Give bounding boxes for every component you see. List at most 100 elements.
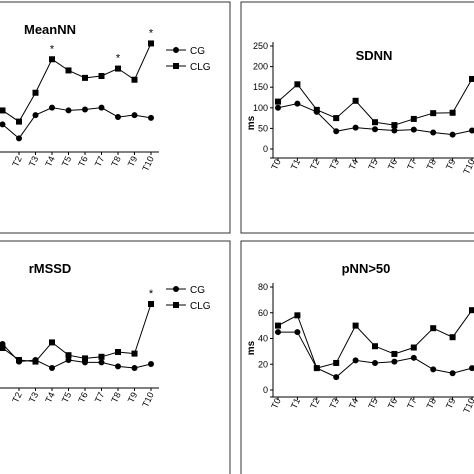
data-point-cg xyxy=(449,131,456,138)
x-tick-label-rmssd: T9 xyxy=(126,391,140,405)
x-tick-label-rmssd: T10 xyxy=(140,391,156,409)
legend-label-clg: CLG xyxy=(190,301,211,312)
data-point-cg xyxy=(49,365,55,371)
legend-label-clg: CLG xyxy=(190,62,211,73)
data-point-cg xyxy=(131,365,138,371)
legend-label-cg: CG xyxy=(190,46,205,57)
series-line-clg xyxy=(277,309,473,369)
data-point-cg xyxy=(32,112,39,119)
data-point-clg xyxy=(49,56,55,63)
data-point-clg xyxy=(294,81,301,88)
x-tick-label-meannn: T8 xyxy=(109,155,123,169)
data-point-cg xyxy=(294,100,301,107)
data-point-clg xyxy=(65,67,72,74)
data-point-cg xyxy=(98,359,105,366)
data-point-clg xyxy=(16,357,22,363)
y-tick-label-sdnn: 100 xyxy=(253,103,268,113)
x-tick-label-pnn50: T8 xyxy=(425,397,439,411)
x-tick-label-pnn50: T2 xyxy=(308,397,322,411)
chart-title-meannn: MeanNN xyxy=(24,22,76,37)
x-tick-label-sdnn: T9 xyxy=(444,158,458,172)
x-tick-label-sdnn: T2 xyxy=(308,158,322,172)
data-point-clg xyxy=(115,65,121,72)
y-tick-label-sdnn: 200 xyxy=(253,62,268,72)
data-point-cg xyxy=(148,361,154,367)
data-point-cg xyxy=(98,104,105,111)
data-point-cg xyxy=(352,357,359,364)
y-tick-label-pnn50: 0 xyxy=(263,385,268,395)
x-tick-label-sdnn: T4 xyxy=(347,158,361,172)
data-point-cg xyxy=(333,128,340,135)
data-point-clg xyxy=(430,325,437,332)
plot-rmssd: T2 T3 T4 T5 T6 T7 T8 T9 T10 * xyxy=(0,288,159,409)
x-tick-label-sdnn: T10 xyxy=(461,158,474,176)
data-point-clg xyxy=(148,40,154,47)
x-tick-label-meannn: T7 xyxy=(93,155,107,169)
significance-marker: * xyxy=(149,288,154,300)
y-tick-label-pnn50: 20 xyxy=(258,359,268,369)
x-tick-label-pnn50: T5 xyxy=(366,397,380,411)
y-tick-label-sdnn: 150 xyxy=(253,82,268,92)
x-tick-label-sdnn: T3 xyxy=(328,158,342,172)
data-point-cg xyxy=(410,126,417,133)
data-point-clg xyxy=(294,312,301,319)
legend-circle-icon xyxy=(173,286,179,292)
data-point-clg xyxy=(410,115,417,122)
y-axis-label-sdnn: ms xyxy=(246,115,257,130)
panel-frame-rmssd xyxy=(0,240,231,474)
legend-meannn: CG CLG xyxy=(166,46,211,73)
plot-meannn: T2 T3 T4 T5 T6 T7 T8 T9 T10 * * * xyxy=(0,27,159,173)
data-point-cg xyxy=(275,104,281,111)
data-point-clg xyxy=(469,307,474,314)
data-point-clg xyxy=(313,365,320,372)
x-tick-label-pnn50: T4 xyxy=(347,397,361,411)
data-point-cg xyxy=(294,329,301,336)
data-point-cg xyxy=(82,106,88,113)
significance-marker: * xyxy=(116,53,121,65)
y-tick-label-pnn50: 60 xyxy=(258,308,268,318)
x-tick-label-rmssd: T3 xyxy=(27,391,41,405)
data-point-clg xyxy=(115,349,121,355)
x-tick-label-meannn: T6 xyxy=(76,155,90,169)
x-tick-label-meannn: T10 xyxy=(140,155,156,173)
chart-title-sdnn: SDNN xyxy=(356,48,393,63)
data-point-clg xyxy=(98,353,105,360)
legend-square-icon xyxy=(173,63,179,69)
x-tick-label-rmssd: T4 xyxy=(43,391,57,405)
data-point-cg xyxy=(372,359,378,366)
data-point-cg xyxy=(391,127,398,134)
data-point-clg xyxy=(313,106,320,113)
legend-square-icon xyxy=(173,302,179,308)
data-point-cg xyxy=(449,370,456,377)
plot-sdnn: 0 50 100 150 200 250 T0 T1 T2 T3 T4 T5 T6 T7 T8 T9 T10 xyxy=(253,41,474,176)
data-point-clg xyxy=(98,73,105,80)
chart-title-rmssd: rMSSD xyxy=(29,261,72,276)
data-point-clg xyxy=(65,352,72,359)
series-line-cg xyxy=(2,343,152,369)
x-tick-label-pnn50: T0 xyxy=(269,397,283,411)
data-point-cg xyxy=(391,358,398,365)
x-tick-label-meannn: T9 xyxy=(126,155,140,169)
x-tick-label-pnn50: T9 xyxy=(444,397,458,411)
data-point-clg xyxy=(32,89,39,96)
data-point-cg xyxy=(131,112,138,119)
data-point-clg xyxy=(0,107,6,114)
x-tick-label-pnn50: T6 xyxy=(386,397,400,411)
x-tick-label-sdnn: T1 xyxy=(289,158,303,172)
data-point-cg xyxy=(0,121,6,128)
x-tick-label-rmssd: T8 xyxy=(109,391,123,405)
y-tick-label-sdnn: 50 xyxy=(258,123,268,133)
panel-frame-sdnn xyxy=(240,1,474,234)
x-tick-label-pnn50: T10 xyxy=(461,397,474,415)
y-tick-label-pnn50: 40 xyxy=(258,334,268,344)
data-point-clg xyxy=(352,322,359,329)
data-point-clg xyxy=(352,97,359,104)
data-point-cg xyxy=(148,114,154,121)
x-tick-label-meannn: T5 xyxy=(60,155,74,169)
x-tick-label-sdnn: T0 xyxy=(269,158,283,172)
data-point-clg xyxy=(275,98,281,105)
data-point-clg xyxy=(275,322,281,329)
data-point-cg xyxy=(275,329,281,336)
data-point-cg xyxy=(372,126,378,133)
data-point-cg xyxy=(115,113,121,120)
